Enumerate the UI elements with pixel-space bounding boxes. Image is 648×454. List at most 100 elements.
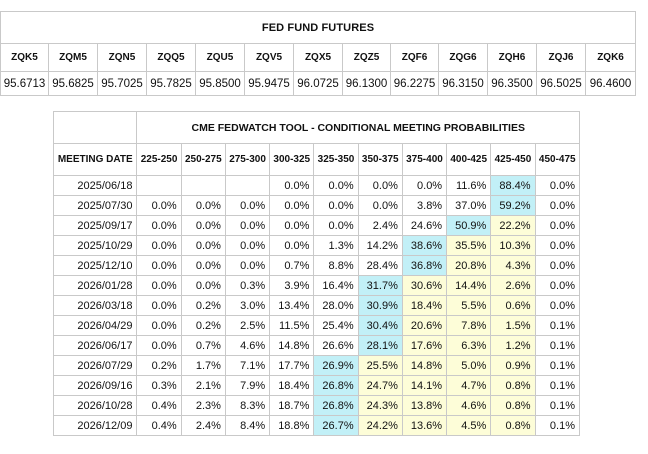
probability-cell: 0.0% <box>534 255 581 276</box>
probability-cell: 5.5% <box>446 295 492 316</box>
fedwatch-header-row: MEETING DATE 225-250 250-275 275-300 300-32… <box>52 143 581 176</box>
meeting-date: 2026/06/17 <box>52 335 138 356</box>
probability-cell: 20.8% <box>446 255 492 276</box>
probability-cell: 0.9% <box>490 355 536 376</box>
probability-cell: 0.0% <box>534 295 581 316</box>
futures-contract-code: ZQU5 <box>195 43 245 72</box>
probability-cell: 0.0% <box>136 275 182 296</box>
fed-fund-futures-table: FED FUND FUTURES ZQK5 ZQM5 ZQN5 ZQQ5 ZQU5 ZQV… <box>0 11 637 96</box>
probability-cell: 8.8% <box>313 255 359 276</box>
probability-cell: 3.9% <box>269 275 315 296</box>
probability-cell: 0.2% <box>180 295 226 316</box>
meeting-row: 2026/03/18 0.0% 0.2% 3.0% 13.4% 28.0% 30.9% 18.… <box>52 295 581 316</box>
futures-contract-price: 96.4600 <box>584 71 637 96</box>
probability-cell: 18.7% <box>269 395 315 416</box>
probability-cell: 37.0% <box>446 195 492 216</box>
futures-contract-price: 96.3150 <box>438 71 488 96</box>
probability-cell: 0.0% <box>224 215 271 236</box>
probability-cell: 0.0% <box>313 175 359 196</box>
probability-cell: 30.4% <box>357 315 403 336</box>
meeting-row: 2026/07/29 0.2% 1.7% 7.1% 17.7% 26.9% 25.5% 14.… <box>52 355 581 376</box>
probability-cell: 16.4% <box>313 275 359 296</box>
probability-cell: 24.6% <box>401 215 448 236</box>
probability-cell: 0.8% <box>490 395 536 416</box>
rate-range-header: 375-400 <box>401 143 448 176</box>
probability-cell: 7.9% <box>224 375 271 396</box>
probability-cell: 18.8% <box>269 415 315 436</box>
futures-contract-price: 96.5025 <box>536 71 586 96</box>
probability-cell: 17.6% <box>401 335 448 356</box>
fedwatch-title: CME FEDWATCH TOOL - CONDITIONAL MEETING … <box>136 111 580 144</box>
probability-cell <box>136 175 182 196</box>
probability-cell: 0.0% <box>269 235 315 256</box>
probability-cell: 8.4% <box>224 415 271 436</box>
futures-contract-price: 96.0725 <box>293 71 343 96</box>
futures-contract-code: ZQQ5 <box>146 43 196 72</box>
futures-contract-code: ZQN5 <box>97 43 147 72</box>
probability-cell: 0.0% <box>534 195 581 216</box>
fedwatch-title-blank-cell <box>52 111 138 144</box>
probability-cell: 10.3% <box>490 235 536 256</box>
probability-cell: 20.6% <box>401 315 448 336</box>
rate-range-header: 325-350 <box>313 143 359 176</box>
probability-cell: 0.6% <box>490 295 536 316</box>
probability-cell: 25.5% <box>357 355 403 376</box>
meeting-date: 2025/10/29 <box>52 235 138 256</box>
probability-cell: 1.3% <box>313 235 359 256</box>
rate-range-header: 425-450 <box>490 143 536 176</box>
probability-cell: 0.1% <box>534 355 581 376</box>
probability-cell: 18.4% <box>269 375 315 396</box>
probability-cell: 14.2% <box>357 235 403 256</box>
probability-cell: 0.0% <box>224 195 271 216</box>
probability-cell: 7.8% <box>446 315 492 336</box>
probability-cell: 1.2% <box>490 335 536 356</box>
probability-cell: 24.2% <box>357 415 403 436</box>
rate-range-header: 275-300 <box>224 143 271 176</box>
probability-cell: 0.0% <box>136 315 182 336</box>
futures-contract-code: ZQG6 <box>438 43 488 72</box>
probability-cell: 0.2% <box>136 355 182 376</box>
probability-cell: 26.8% <box>313 375 359 396</box>
probability-cell: 4.6% <box>446 395 492 416</box>
probability-cell: 14.8% <box>401 355 448 376</box>
futures-contract-code: ZQV5 <box>244 43 294 72</box>
probability-cell: 26.9% <box>313 355 359 376</box>
probability-cell: 35.5% <box>446 235 492 256</box>
futures-contract-price: 95.9475 <box>244 71 294 96</box>
probability-cell: 0.8% <box>490 375 536 396</box>
rate-range-header: 300-325 <box>269 143 315 176</box>
probability-cell: 4.7% <box>446 375 492 396</box>
probability-cell: 0.7% <box>180 335 226 356</box>
probability-cell: 1.5% <box>490 315 536 336</box>
probability-cell: 30.9% <box>357 295 403 316</box>
probability-cell: 0.0% <box>180 275 226 296</box>
probability-cell: 25.4% <box>313 315 359 336</box>
probability-cell: 6.3% <box>446 335 492 356</box>
probability-cell: 0.1% <box>534 395 581 416</box>
futures-contract-code: ZQJ6 <box>536 43 586 72</box>
probability-cell: 18.4% <box>401 295 448 316</box>
probability-cell: 0.1% <box>534 315 581 336</box>
probability-cell: 0.0% <box>534 275 581 296</box>
probability-cell: 0.0% <box>357 175 403 196</box>
probability-cell: 14.4% <box>446 275 492 296</box>
probability-cell: 0.0% <box>136 295 182 316</box>
meeting-date: 2026/09/16 <box>52 375 138 396</box>
probability-cell: 24.3% <box>357 395 403 416</box>
probability-cell: 0.0% <box>357 195 403 216</box>
probability-cell: 0.0% <box>136 215 182 236</box>
futures-contract-code: ZQZ5 <box>342 43 391 72</box>
probability-cell: 36.8% <box>401 255 448 276</box>
futures-contract-code: ZQK6 <box>584 43 637 72</box>
futures-contract-price: 96.1300 <box>342 71 391 96</box>
meeting-row: 2026/06/17 0.0% 0.7% 4.6% 14.8% 26.6% 28.1% 17.… <box>52 335 581 356</box>
probability-cell: 59.2% <box>490 195 536 216</box>
probability-cell: 0.0% <box>180 255 226 276</box>
futures-contract-code: ZQH6 <box>487 43 537 72</box>
futures-price-row: 95.6713 95.6825 95.7025 95.7825 95.8500 95.94… <box>0 71 637 96</box>
rate-range-header: 400-425 <box>446 143 492 176</box>
probability-cell: 4.5% <box>446 415 492 436</box>
probability-cell: 0.0% <box>401 175 448 196</box>
meeting-row: 2026/04/29 0.0% 0.2% 2.5% 11.5% 25.4% 30.4% 20.… <box>52 315 581 336</box>
probability-cell: 0.0% <box>136 255 182 276</box>
